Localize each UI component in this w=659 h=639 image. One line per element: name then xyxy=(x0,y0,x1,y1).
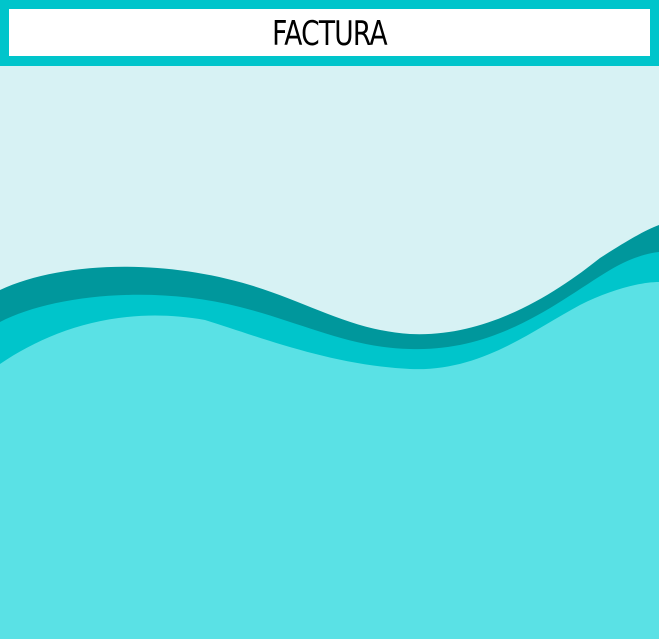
wave-light-layer xyxy=(0,282,659,639)
page-title: FACTURA xyxy=(272,13,387,54)
header-band: FACTURA xyxy=(0,0,659,66)
title-box: FACTURA xyxy=(9,9,650,56)
